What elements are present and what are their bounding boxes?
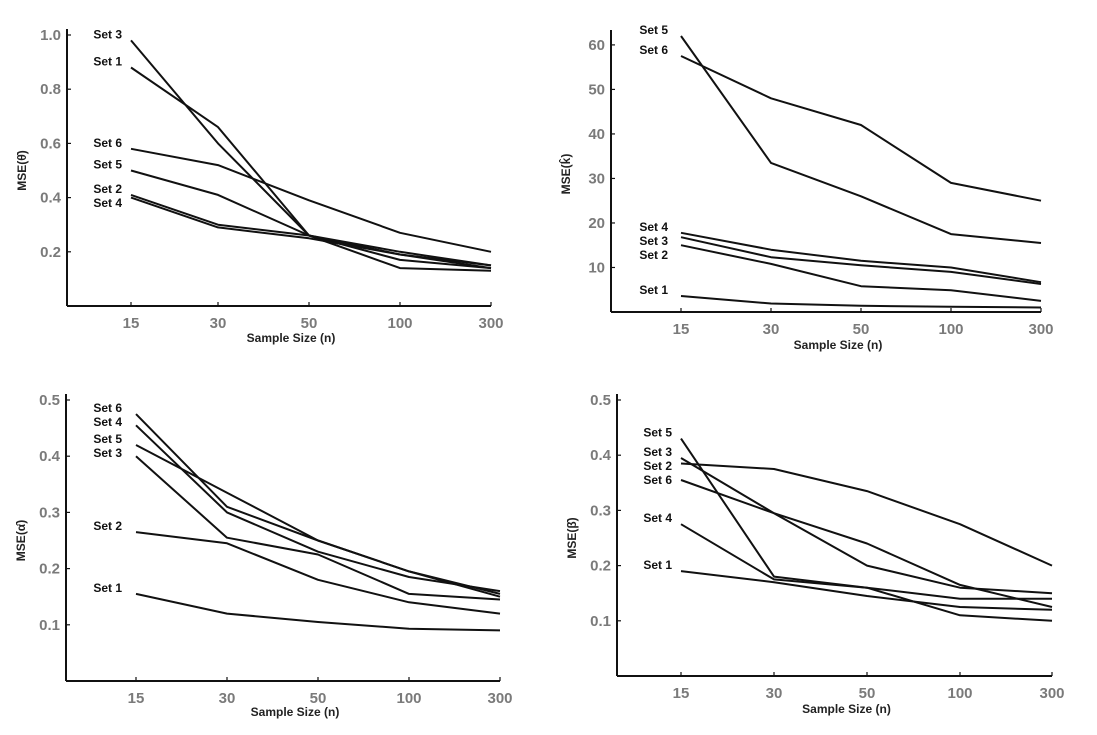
x-tick-label: 30 — [766, 685, 783, 702]
series-label: Set 4 — [643, 511, 672, 525]
series-line-set-3 — [680, 457, 1053, 595]
x-axis-title: Sample Size (n) — [802, 702, 891, 716]
series-line-set-3 — [130, 39, 492, 270]
x-tick-label: 15 — [673, 685, 690, 702]
series-label: Set 3 — [639, 234, 668, 248]
series-line-set-5 — [135, 444, 501, 595]
series-line-set-1 — [680, 295, 1042, 309]
series-line-set-4 — [680, 231, 1042, 284]
x-tick-label: 100 — [938, 321, 963, 338]
series-label: Set 5 — [93, 432, 122, 446]
series-line-set-6 — [680, 479, 1053, 608]
x-tick-label: 300 — [487, 690, 512, 707]
x-axis-title: Sample Size (n) — [247, 331, 336, 345]
series-line-set-4 — [135, 424, 501, 593]
series-label: Set 1 — [643, 558, 672, 572]
series-label: Set 6 — [639, 43, 668, 57]
y-tick-label: 0.2 — [590, 558, 611, 575]
y-tick-label: 50 — [588, 81, 605, 98]
x-tick-label: 15 — [128, 690, 145, 707]
series-label: Set 2 — [643, 459, 672, 473]
series-line-set-2 — [680, 244, 1042, 302]
panel-bottom-right: 0.1 0.2 0.3 0.4 0.5 15 30 50 100 300 Sample Size (… — [565, 392, 1065, 716]
series-line-set-5 — [680, 35, 1042, 244]
series-label: Set 6 — [643, 473, 672, 487]
x-tick-label: 30 — [219, 690, 236, 707]
series-line-set-6 — [130, 147, 492, 253]
series-line-set-3 — [680, 236, 1042, 285]
series-label: Set 1 — [93, 581, 122, 595]
series-label: Set 6 — [93, 136, 122, 150]
y-tick-label: 0.4 — [40, 190, 62, 207]
y-tick-label: 0.5 — [590, 392, 611, 409]
x-tick-label: 15 — [673, 321, 690, 338]
series-label: Set 5 — [643, 426, 672, 440]
y-tick-label: 30 — [588, 170, 605, 187]
y-tick-label: 20 — [588, 215, 605, 232]
series-line-set-1 — [680, 570, 1053, 611]
x-axis-title: Sample Size (n) — [794, 338, 883, 352]
series-label: Set 2 — [93, 519, 122, 533]
y-axis-title: MSE(β̂) — [565, 517, 579, 558]
series-line-set-1 — [135, 592, 501, 632]
series-line-set-2 — [680, 462, 1053, 567]
panel-top-right: 10 20 30 40 50 60 15 30 50 100 300 Sample Size (n) M… — [558, 23, 1054, 352]
y-tick-label: 1.0 — [40, 27, 61, 44]
series-line-set-6 — [680, 55, 1042, 202]
series-label: Set 2 — [639, 248, 668, 262]
series-line-set-4 — [680, 523, 1052, 600]
x-tick-label: 50 — [310, 690, 327, 707]
series-label: Set 4 — [93, 196, 122, 210]
y-axis-title: MSE(α̂) — [14, 520, 28, 561]
panel-bottom-left: 0.1 0.2 0.3 0.4 0.5 15 30 50 100 300 Sample Size (… — [14, 392, 513, 719]
x-tick-label: 50 — [859, 685, 876, 702]
x-axis-title: Sample Size (n) — [251, 705, 340, 719]
x-tick-label: 100 — [947, 685, 972, 702]
series-line-set-3 — [135, 455, 501, 601]
y-tick-label: 0.8 — [40, 81, 61, 98]
series-label: Set 1 — [93, 55, 122, 69]
x-tick-label: 50 — [853, 321, 870, 338]
series-label: Set 3 — [93, 27, 122, 41]
y-axis-title: MSE(k̂) — [558, 154, 573, 195]
series-label: Set 3 — [643, 445, 672, 459]
y-tick-label: 0.3 — [590, 502, 611, 519]
series-label: Set 5 — [639, 23, 668, 37]
x-tick-label: 100 — [387, 315, 412, 332]
x-tick-label: 15 — [123, 315, 140, 332]
series-line-set-4 — [130, 196, 492, 270]
series-label: Set 4 — [639, 220, 668, 234]
y-tick-label: 40 — [588, 126, 605, 143]
y-tick-label: 10 — [588, 259, 605, 276]
series-label: Set 4 — [93, 415, 122, 429]
y-tick-label: 0.2 — [40, 244, 61, 261]
x-tick-label: 300 — [1028, 321, 1053, 338]
x-tick-label: 300 — [1039, 685, 1064, 702]
y-tick-label: 60 — [588, 37, 605, 54]
x-tick-label: 30 — [210, 315, 227, 332]
y-tick-label: 0.2 — [39, 561, 60, 578]
series-line-set-2 — [135, 531, 501, 615]
x-tick-label: 30 — [763, 321, 780, 338]
x-tick-label: 300 — [478, 315, 503, 332]
panel-top-left: 0.2 0.4 0.6 0.8 1.0 15 30 50 100 300 Sample Size (… — [15, 27, 504, 345]
y-tick-label: 0.4 — [590, 447, 612, 464]
x-tick-label: 100 — [396, 690, 421, 707]
series-line-set-2 — [130, 193, 492, 267]
series-label: Set 2 — [93, 182, 122, 196]
series-label: Set 1 — [639, 283, 668, 297]
y-tick-label: 0.1 — [590, 613, 611, 630]
y-axis-title: MSE(θ̂) — [15, 150, 29, 190]
y-tick-label: 0.6 — [40, 135, 61, 152]
series-line-set-5 — [130, 169, 492, 267]
series-label: Set 5 — [93, 158, 122, 172]
series-label: Set 3 — [93, 446, 122, 460]
y-tick-label: 0.4 — [39, 448, 61, 465]
y-tick-label: 0.1 — [39, 617, 60, 634]
x-tick-label: 50 — [301, 315, 318, 332]
series-label: Set 6 — [93, 401, 122, 415]
y-tick-label: 0.5 — [39, 392, 60, 409]
y-tick-label: 0.3 — [39, 504, 60, 521]
